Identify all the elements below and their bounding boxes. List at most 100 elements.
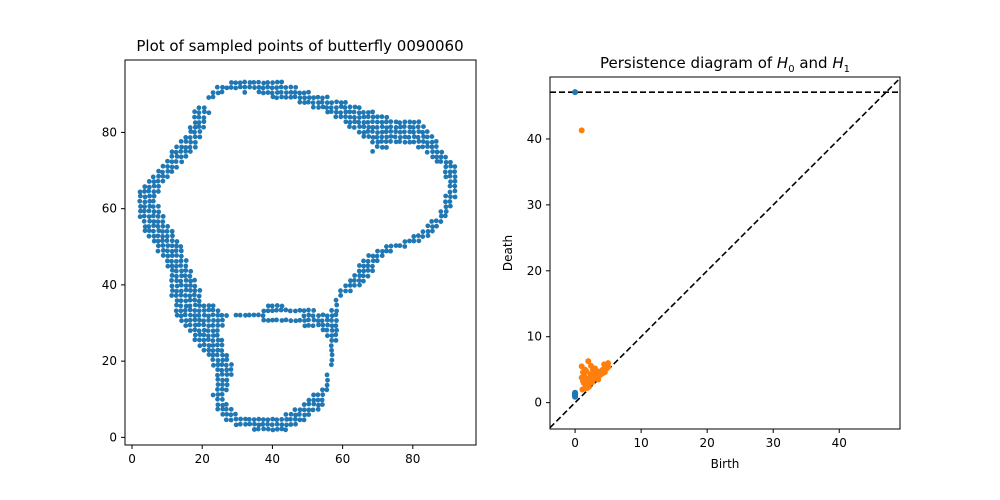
butterfly-point	[279, 79, 285, 85]
butterfly-point	[343, 283, 349, 289]
butterfly-point	[283, 427, 289, 433]
butterfly-point	[315, 318, 321, 324]
butterfly-point	[383, 129, 389, 135]
butterfly-point	[361, 263, 367, 269]
butterfly-point	[220, 357, 226, 363]
butterfly-point	[316, 105, 321, 110]
butterfly-point	[192, 134, 198, 140]
butterfly-point	[183, 258, 189, 263]
butterfly-plot-title: Plot of sampled points of butterfly 0090…	[136, 37, 463, 55]
butterfly-point	[156, 183, 161, 189]
butterfly-point	[316, 100, 321, 106]
butterfly-point	[269, 422, 275, 428]
butterfly-point	[192, 308, 198, 313]
butterfly-point	[196, 328, 202, 334]
butterfly-point	[251, 417, 257, 422]
butterfly-point	[288, 411, 294, 417]
butterfly-point	[316, 402, 321, 408]
butterfly-point	[137, 189, 143, 195]
butterfly-point	[256, 312, 261, 318]
butterfly-point	[214, 332, 220, 338]
butterfly-point	[220, 323, 225, 328]
butterfly-point	[197, 129, 203, 134]
butterfly-point	[206, 313, 211, 319]
butterfly-point	[365, 114, 371, 120]
butterfly-point	[343, 100, 348, 105]
butterfly-point	[306, 95, 312, 101]
butterfly-point	[420, 139, 426, 144]
butterfly-point	[228, 417, 234, 423]
butterfly-point	[324, 105, 330, 110]
butterfly-point	[319, 402, 325, 407]
butterfly-point	[210, 343, 216, 348]
butterfly-point	[188, 283, 193, 288]
butterfly-point	[179, 318, 184, 324]
butterfly-point	[160, 219, 166, 225]
butterfly-point	[283, 90, 289, 95]
butterfly-point	[333, 338, 339, 343]
butterfly-point	[206, 333, 211, 339]
butterfly-point	[429, 139, 435, 145]
butterfly-point	[430, 154, 436, 160]
butterfly-point	[188, 312, 193, 318]
butterfly-point	[151, 238, 157, 244]
butterfly-point	[164, 233, 170, 239]
butterfly-point	[265, 303, 271, 309]
butterfly-point	[447, 173, 453, 179]
butterfly-point	[219, 89, 225, 95]
butterfly-point	[247, 421, 253, 427]
butterfly-point	[206, 95, 212, 100]
butterfly-point	[265, 80, 271, 85]
y-tick-label: 40	[102, 278, 117, 292]
butterfly-point	[384, 248, 389, 254]
butterfly-point	[214, 328, 220, 333]
butterfly-point	[237, 80, 243, 86]
butterfly-point	[383, 119, 389, 125]
butterfly-point	[210, 303, 216, 309]
butterfly-point	[173, 248, 179, 254]
butterfly-point	[260, 90, 266, 96]
h1-point	[589, 366, 596, 373]
butterfly-point	[374, 134, 380, 140]
butterfly-point	[315, 94, 321, 100]
butterfly-point	[347, 109, 353, 115]
butterfly-point	[155, 178, 161, 184]
butterfly-point	[215, 357, 221, 363]
butterfly-point	[310, 407, 316, 413]
butterfly-point	[310, 104, 316, 110]
butterfly-point	[233, 411, 238, 417]
butterfly-point	[410, 125, 416, 130]
butterfly-point	[196, 293, 202, 299]
butterfly-point	[433, 218, 439, 224]
butterfly-point	[141, 213, 147, 219]
butterfly-point	[211, 318, 216, 323]
butterfly-point	[370, 134, 376, 140]
butterfly-point	[438, 154, 444, 160]
butterfly-point	[265, 90, 271, 95]
butterfly-point	[146, 184, 152, 190]
butterfly-plot-frame	[124, 59, 477, 446]
butterfly-point	[142, 228, 148, 234]
butterfly-point	[260, 85, 266, 91]
butterfly-point	[192, 124, 198, 130]
butterfly-point	[182, 307, 188, 313]
butterfly-point	[141, 208, 147, 214]
butterfly-point	[333, 109, 339, 115]
butterfly-point	[370, 119, 375, 125]
butterfly-point	[192, 139, 198, 145]
butterfly-point	[173, 268, 179, 274]
butterfly-point	[302, 100, 307, 105]
butterfly-point	[311, 308, 317, 313]
butterfly-point	[187, 125, 193, 130]
butterfly-point	[243, 421, 248, 427]
butterfly-point	[334, 318, 339, 323]
butterfly-point	[169, 149, 175, 155]
butterfly-point	[383, 139, 389, 144]
butterfly-point	[160, 163, 166, 169]
butterfly-point	[233, 80, 239, 86]
butterfly-point	[169, 283, 175, 289]
butterfly-point	[178, 303, 184, 309]
x-tick-label: 0	[128, 452, 136, 466]
butterfly-point	[187, 288, 193, 293]
butterfly-point	[178, 244, 184, 249]
